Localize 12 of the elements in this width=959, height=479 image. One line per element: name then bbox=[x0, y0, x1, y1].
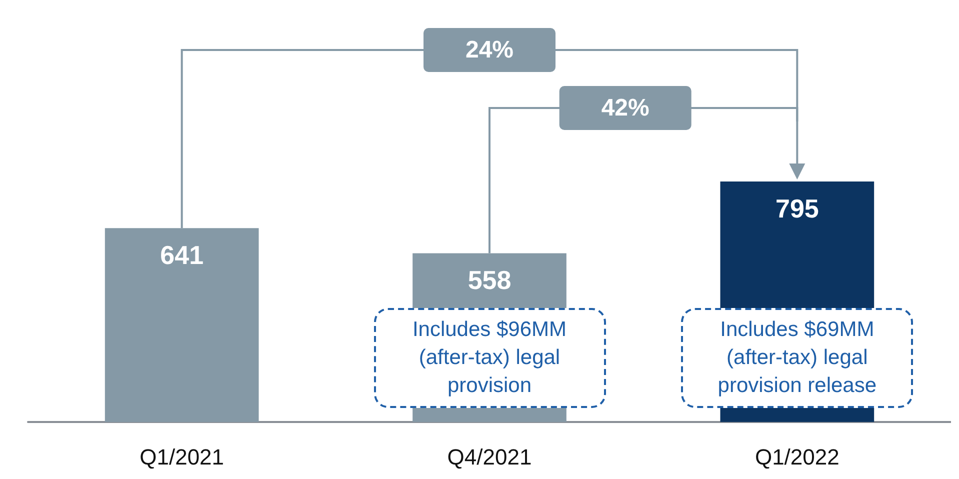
callout-box: Includes $69MM (after-tax) legal provision release bbox=[681, 308, 914, 408]
callout-box: Includes $96MM (after-tax) legal provision bbox=[374, 308, 606, 408]
x-tick-label: Q1/2021 bbox=[140, 444, 224, 470]
text: 42% bbox=[601, 94, 650, 122]
data-label: 641 bbox=[160, 240, 204, 270]
x-tick-label: Q1/2022 bbox=[754, 444, 840, 470]
x-tick-label: Q4/2021 bbox=[447, 444, 532, 470]
data-label: 558 bbox=[468, 265, 512, 296]
data-label: 795 bbox=[775, 194, 819, 224]
annotation: Includes $69MM (after-tax) legal provision release bbox=[718, 317, 877, 399]
text: 24% bbox=[465, 36, 514, 64]
annotation: Includes $96MM (after-tax) legal provision bbox=[412, 317, 567, 399]
